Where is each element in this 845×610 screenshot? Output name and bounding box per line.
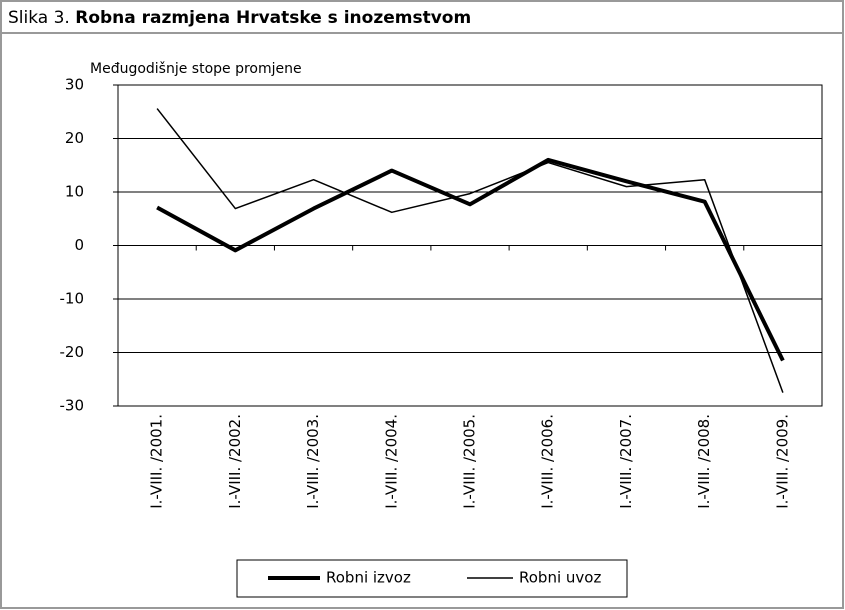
figure-label: Slika 3. [8, 8, 70, 28]
x-tick-label: I.-VIII. /2001. [148, 414, 166, 509]
x-tick-label: I.-VIII. /2006. [539, 414, 557, 509]
y-tick-label: 10 [65, 183, 84, 201]
x-tick-label: I.-VIII. /2008. [695, 414, 713, 509]
x-tick-label: I.-VIII. /2005. [461, 414, 479, 509]
y-tick-label: -10 [60, 290, 85, 308]
series-line [156, 157, 785, 362]
legend-label: Robni izvoz [326, 569, 411, 587]
x-tick-label: I.-VIII. /2002. [226, 414, 244, 509]
y-tick-label: 30 [65, 76, 84, 94]
chart-heading: Slika 3. Robna razmjena Hrvatske s inoze… [8, 8, 471, 28]
x-tick-label: I.-VIII. /2003. [304, 414, 322, 509]
legend-label: Robni uvoz [519, 569, 601, 587]
x-tick-label: I.-VIII. /2007. [617, 414, 635, 509]
legend [236, 559, 628, 598]
y-tick-label: -20 [60, 343, 85, 361]
chart-title: Robna razmjena Hrvatske s inozemstvom [75, 8, 471, 28]
y-axis-label: Međugodišnje stope promjene [90, 61, 302, 77]
series-line [156, 108, 784, 393]
y-tick-label: 0 [74, 236, 84, 254]
x-tick-label: I.-VIII. /2004. [382, 414, 400, 509]
y-tick-label: 20 [65, 129, 84, 147]
x-tick-label: I.-VIII. /2009. [773, 414, 791, 509]
y-tick-label: -30 [60, 397, 85, 415]
